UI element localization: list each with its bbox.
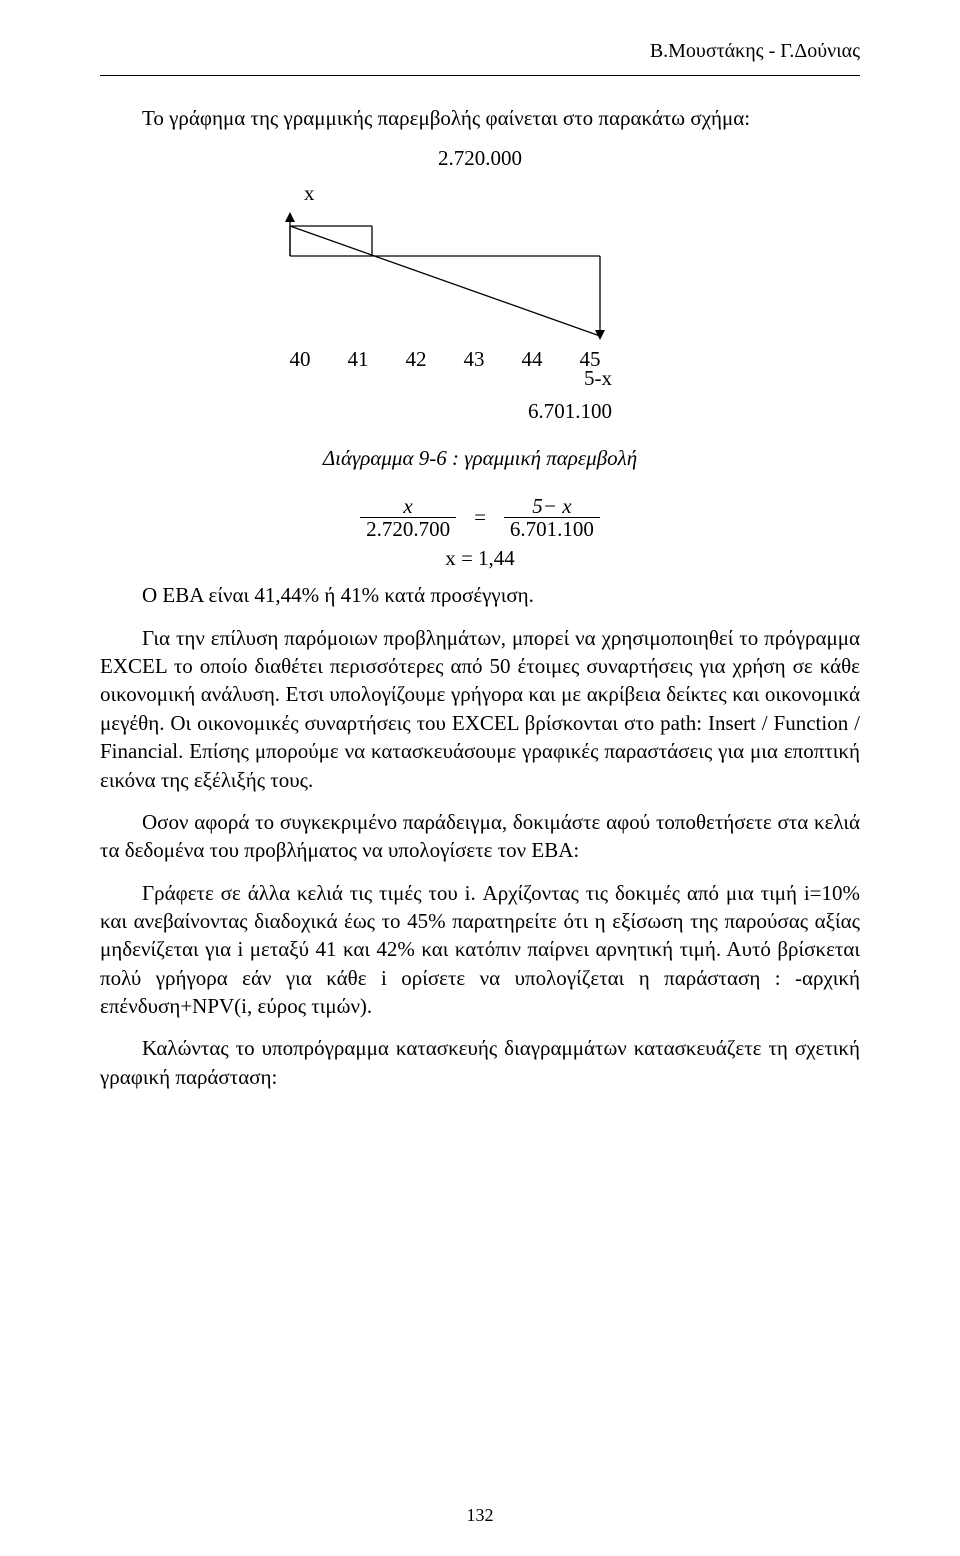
fraction-left-num: x — [393, 495, 422, 517]
diagram-label-x: x — [280, 181, 680, 206]
diagram-bottom-value: 6.701.100 — [100, 399, 860, 424]
equation-row: x 2.720.700 = 5− x 6.701.100 — [100, 495, 860, 540]
paragraph-excel-1: Για την επίλυση παρόμοιων προβλημάτων, μ… — [100, 624, 860, 794]
axis-tick-42: 42 — [400, 347, 432, 372]
diagram-caption: Διάγραμμα 9-6 : γραμμική παρεμβολή — [100, 446, 860, 471]
interpolation-diagram: x — [280, 181, 680, 391]
axis-tick-44: 44 — [516, 347, 548, 372]
equals-sign: = — [474, 505, 486, 530]
header-rule — [100, 75, 860, 76]
axis-tick-41: 41 — [342, 347, 374, 372]
paragraph-excel-4: Καλώντας το υποπρόγραμμα κατασκευής διαγ… — [100, 1034, 860, 1091]
diagram-top-value: 2.720.000 — [100, 146, 860, 171]
intro-paragraph: Το γράφημα της γραμμικής παρεμβολής φαίν… — [100, 104, 860, 132]
fraction-right-num: 5− x — [522, 495, 581, 517]
page-header-author: Β.Μουστάκης - Γ.Δούνιας — [100, 40, 860, 63]
equation-result: x = 1,44 — [100, 546, 860, 571]
paragraph-excel-3: Γράφετε σε άλλα κελιά τις τιμές του i. Α… — [100, 879, 860, 1021]
axis-tick-40: 40 — [284, 347, 316, 372]
fraction-right: 5− x 6.701.100 — [504, 495, 600, 540]
eba-result-line: Ο ΕΒΑ είναι 41,44% ή 41% κατά προσέγγιση… — [100, 581, 860, 609]
diagram-svg — [280, 206, 680, 346]
axis-tick-43: 43 — [458, 347, 490, 372]
fraction-left-den: 2.720.700 — [360, 517, 456, 540]
page-number: 132 — [0, 1505, 960, 1526]
fraction-left: x 2.720.700 — [360, 495, 456, 540]
paragraph-excel-2: Οσον αφορά το συγκεκριμένο παράδειγμα, δ… — [100, 808, 860, 865]
fraction-right-den: 6.701.100 — [504, 517, 600, 540]
